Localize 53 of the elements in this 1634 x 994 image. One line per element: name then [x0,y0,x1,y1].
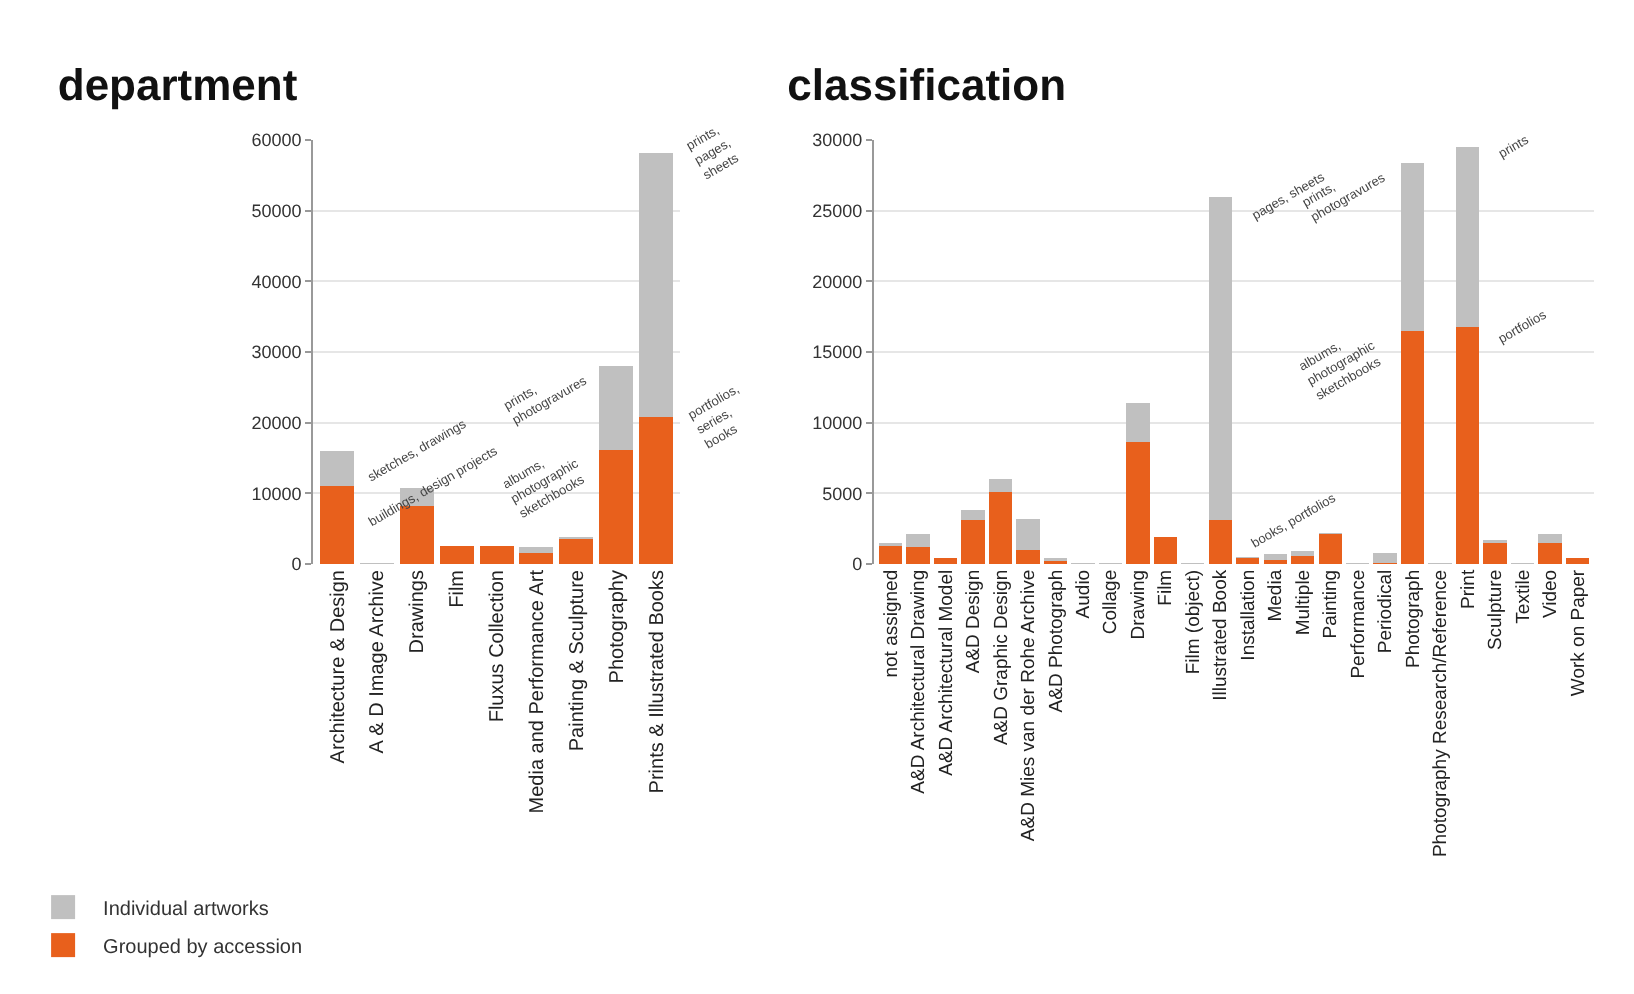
x-tick-label: Photograph [1402,569,1425,669]
legend-label: Individual artworks [103,898,269,921]
x-tick-label: Film [1155,569,1178,606]
y-tick-label: 40000 [251,271,302,292]
x-tick-label: Textile [1512,569,1535,624]
y-tick-label: 20000 [251,412,302,433]
x-tick-label: Print [1457,569,1480,609]
x-tick-label: A&D Photograph [1045,569,1068,713]
y-tick-label: 0 [291,554,302,575]
x-tick-label: Painting & Sculpture [566,569,589,752]
y-tick-label: 10000 [251,483,302,504]
x-tick-label: Video [1540,569,1563,619]
x-tick-label: Performance [1347,569,1370,679]
x-tick-label: Film (object) [1182,569,1205,675]
x-tick-label: Drawings [407,570,430,654]
x-tick-label: A&D Graphic Design [990,569,1013,746]
x-tick-label: Audio [1073,569,1096,619]
x-tick-label: Photography [606,570,629,684]
y-tick-label: 60000 [251,130,302,151]
x-tick-label: Periodical [1375,569,1398,654]
y-tick-label: 15000 [812,342,863,363]
y-tick-label: 10000 [812,412,863,433]
x-tick-label: Media and Performance Art [526,569,549,814]
x-tick-label: Installation [1237,569,1260,661]
y-tick-label: 0 [852,554,863,575]
chart-title: classification [787,60,1067,111]
legend-label: Grouped by accession [103,936,303,959]
y-tick-label: 50000 [251,200,302,221]
x-tick-label: Media [1265,568,1288,622]
x-tick-label: Prints & Illustrated Books [646,570,669,794]
x-tick-label: not assigned [880,569,903,678]
x-tick-label: Sculpture [1485,569,1508,651]
x-tick-label: Work on Paper [1567,569,1590,697]
x-tick-label: Collage [1100,569,1123,635]
x-tick-label: Film [447,570,470,608]
x-tick-label: Architecture & Design [327,570,350,764]
x-tick-label: Photography Research/Reference [1430,569,1453,858]
x-tick-label: Illustrated Book [1210,569,1233,701]
x-tick-label: A&D Architectural Drawing [908,569,931,794]
y-tick-label: 30000 [812,130,863,151]
x-tick-label: Painting [1320,569,1343,639]
chart-title: department [57,60,299,111]
x-tick-label: A&D Design [963,569,986,674]
x-tick-label: Multiple [1292,569,1315,636]
x-tick-label: A&D Architectural Model [935,569,958,776]
x-tick-label: Fluxus Collection [487,570,510,723]
x-tick-label: Drawing [1127,569,1150,640]
y-tick-label: 5000 [822,483,863,504]
x-tick-label: A & D Image Archive [367,569,390,754]
y-tick-label: 20000 [812,271,863,292]
y-tick-label: 30000 [251,342,302,363]
x-tick-label: A&D Mies van der Rohe Archive [1018,569,1041,842]
y-tick-label: 25000 [812,200,863,221]
